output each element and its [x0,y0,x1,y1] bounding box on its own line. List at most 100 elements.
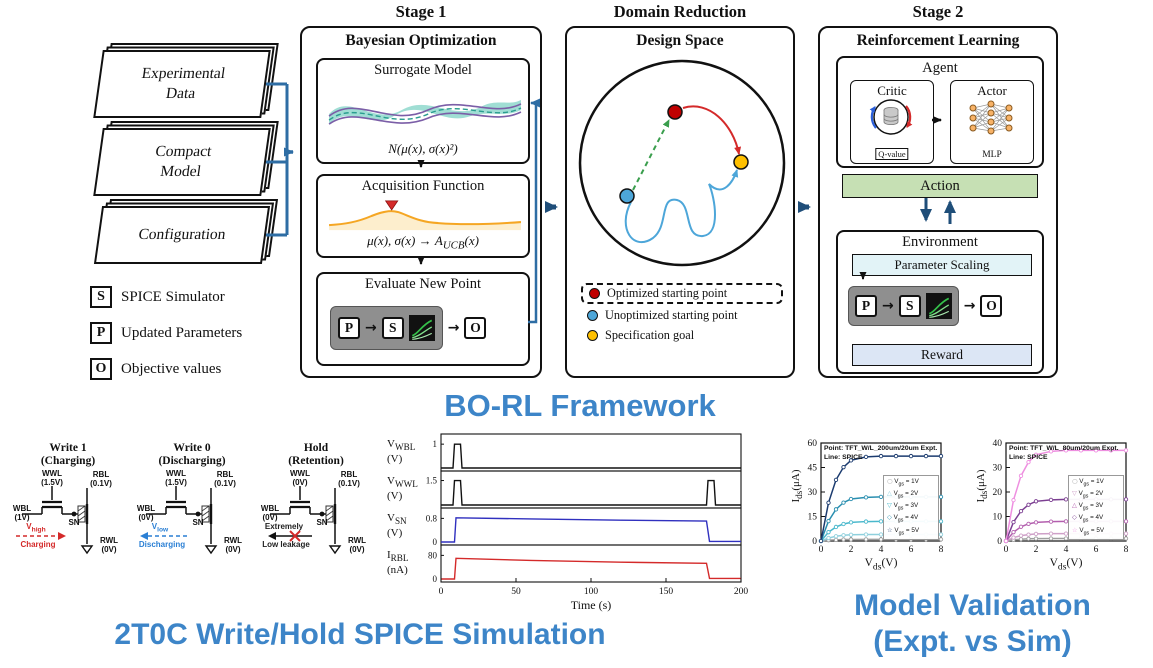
circuit-note: Discharging [138,540,186,549]
arrow-right-icon: → [963,298,976,314]
vgs-legend-row: ☆ Vgs = 5V [1072,526,1105,536]
circuit-schematic [268,486,342,555]
domain-reduction-box: Design Space Optimized starting point Un… [565,26,795,378]
svg-text:0: 0 [433,537,438,547]
vgs-legend: ○ Vgs = 1V ▽ Vgs = 2V △ Vgs = 3V ◇ Vgs = 4V… [1068,475,1124,540]
stage1-label: Stage 1 [395,2,447,21]
circuit-title: Hold [303,442,329,454]
svg-text:30: 30 [808,488,818,498]
surrogate-formula: N(μ(x), σ(x)²) [388,141,458,156]
unoptimized-path [624,169,739,244]
circuit-subtitle: (Retention) [288,455,344,468]
acquisition-function-box: Acquisition Function μ(x), σ(x) → AUCB(x… [316,174,530,258]
circuit-schematic [140,486,218,555]
vgs-legend: ○ Vgs = 1V △ Vgs = 2V ▽ Vgs = 3V ◇ Vgs = 4V… [883,475,939,540]
iv-plot-area: 0 2 4 6 8 0 15 30 45 60 [808,439,944,555]
waveform-ylabel: VWWL (V) [387,475,418,503]
symbol-p-label: Updated Parameters [121,324,243,341]
svg-text:2: 2 [1034,545,1039,555]
optimized-start-dot [667,104,683,120]
iv-plot-200um: Ids(μA) 0 2 4 6 8 0 15 30 45 60 Point: TFT_W/L_20… [787,437,967,615]
rwl-label: RWL (0V) [223,536,243,555]
stage2-title: Reinforcement Learning [856,32,1020,49]
symbol-s-label: SPICE Simulator [121,288,225,305]
validation-caption: Model Validation (Expt. vs Sim) [795,588,1150,660]
spice-caption: 2T0C Write/Hold SPICE Simulation [114,618,606,651]
evaluate-title: Evaluate New Point [365,276,481,292]
rwl-label: RWL (0V) [99,536,119,555]
q-value-label: Q-value [875,148,909,160]
doc-label: Model [159,163,203,180]
vgs-legend-row: ☆ Vgs = 5V [887,526,920,536]
agent-box: Agent Critic Q-value Actor MLP [836,56,1044,168]
iv-plot-80um: Ids(μA) 0 2 4 6 8 0 10 20 30 40 Point: TFT_W/L_80… [972,437,1152,615]
svg-text:20: 20 [993,488,1003,498]
mlp-icon [969,100,1013,135]
symbol-o-box: O [90,358,112,380]
stage2-box: Reinforcement Learning Agent Critic Q-va… [818,26,1058,378]
domain-reduction-arrow [632,119,670,191]
circuit-subtitle: (Charging) [40,455,96,468]
svg-text:100: 100 [584,587,599,597]
vgs-legend-row: ◇ Vgs = 4V [887,514,919,524]
unoptimized-start-dot [619,188,635,204]
surrogate-wave-graphic [328,99,522,125]
circuit-write1: Write 1 (Charging) WWL (1.5V) RBL (0.1V) WB… [8,442,128,566]
circuit-note: Vhigh [26,522,46,534]
q-table-icon [869,99,913,135]
svg-text:4: 4 [879,545,884,555]
legend-unoptimized-start: Unoptimized starting point [581,307,783,324]
iv-plot-title: Point: TFT_W/L_200um/20um Expt. Line: SPI… [824,445,938,461]
stage1-box: Bayesian Optimization Surrogate Model N(… [300,26,542,378]
svg-text:80: 80 [428,550,438,560]
sn-label: SN [68,518,80,527]
surrogate-title: Surrogate Model [374,62,472,78]
rbl-label: RBL (0.1V) [214,470,236,489]
unoptimized-dot [587,310,598,321]
environment-title: Environment [902,234,978,250]
parameter-scaling-label: Parameter Scaling [894,257,990,272]
wbl-label: WBL (0V) [260,504,280,523]
wwl-label: WWL (0V) [290,469,310,488]
iv-curve-icon [408,315,435,341]
circuit-hold: Hold (Retention) WWL (0V) RBL (0.1V) WBL (0V… [256,442,376,566]
simulator-box: S [898,295,921,317]
svg-text:0: 0 [997,537,1002,547]
symbol-p-box: P [90,322,112,344]
svg-text:0: 0 [433,574,438,584]
legend-optimized-start: Optimized starting point [581,283,783,304]
stage1-title: Bayesian Optimization [345,32,497,49]
iv-curve-icon [925,293,952,319]
reward-bar: Reward [852,344,1032,366]
svg-text:150: 150 [659,587,674,597]
svg-text:200: 200 [734,587,749,597]
arrow-right-icon: → [447,320,460,336]
input-compact-model: Compact Model [93,121,279,196]
vds-axis-label: Vds(V) [864,557,898,573]
vgs-legend-row: ▽ Vgs = 3V [887,502,919,512]
agent-title: Agent [922,60,958,76]
wbl-label: WBL (0V) [136,504,156,523]
circuit-title: Write 0 [173,442,211,454]
svg-text:0: 0 [439,587,444,597]
doc-label: Configuration [137,225,227,243]
svg-text:2: 2 [849,545,854,555]
vgs-legend-row: ○ Vgs = 1V [1072,478,1104,488]
rbl-label: RBL (0.1V) [338,470,360,489]
svg-text:40: 40 [993,439,1003,449]
input-experimental-data: Experimental Data [93,43,279,118]
svg-text:15: 15 [808,513,818,523]
svg-text:8: 8 [939,545,944,555]
simulation-panel: P → S [848,286,959,326]
evaluate-pipeline: P → S → O [330,306,487,350]
critic-title: Critic [877,83,907,98]
wbl-label: WBL (1V) [12,504,32,523]
framework-caption: BO-RL Framework [444,388,716,423]
svg-text:0: 0 [1004,545,1009,555]
acquisition-max-marker [384,200,399,211]
circuit-subtitle: (Discharging) [158,455,226,468]
design-space-title: Design Space [636,32,724,49]
environment-box: Environment Parameter Scaling P → S → O … [836,230,1044,374]
waveform-ylabel: VSN (V) [387,512,407,540]
doc-label: Compact [154,142,213,160]
